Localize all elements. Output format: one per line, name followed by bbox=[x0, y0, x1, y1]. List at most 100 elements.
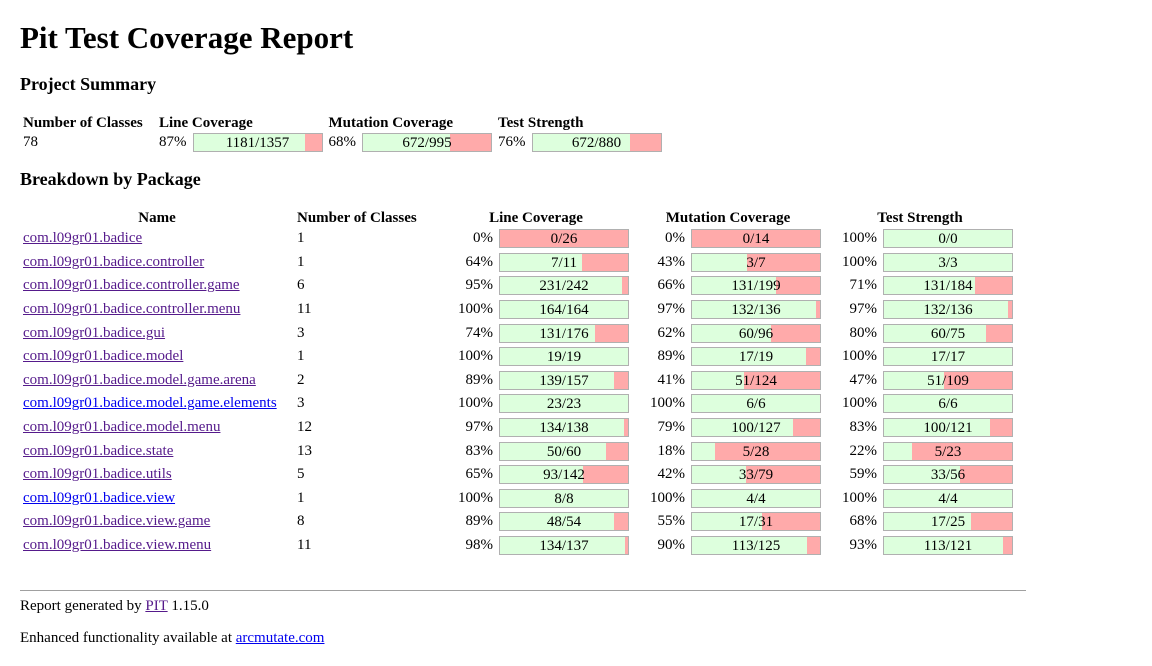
table-row: com.l09gr01.badice.utils 5 65% 93/142 42% 33/… bbox=[20, 463, 1016, 487]
summary-mutation-cell: 672/995 bbox=[359, 132, 495, 153]
strength-coverage-pct: 100% bbox=[842, 253, 877, 270]
summary-line-bar: 1181/1357 bbox=[192, 133, 323, 152]
package-link[interactable]: com.l09gr01.badice.controller.menu bbox=[23, 301, 241, 318]
breakdown-header-mutation: Mutation Coverage bbox=[665, 210, 791, 226]
table-row: com.l09gr01.badice.controller 1 64% 7/11 43%… bbox=[20, 251, 1016, 275]
package-link[interactable]: com.l09gr01.badice.controller bbox=[23, 253, 205, 270]
package-link[interactable]: com.l09gr01.badice bbox=[23, 230, 143, 247]
line-coverage-pct: 100% bbox=[458, 489, 493, 506]
mutation-coverage-text: 17/19 bbox=[738, 349, 774, 366]
package-name-cell: com.l09gr01.badice.model.game.elements bbox=[20, 392, 294, 416]
line-coverage-bar: 48/54 bbox=[499, 512, 629, 532]
bar-covered bbox=[884, 442, 913, 460]
strength-coverage-bar: 131/184 bbox=[883, 276, 1013, 296]
mutation-coverage-bar: 100/127 bbox=[691, 418, 821, 438]
package-name-cell: com.l09gr01.badice.gui bbox=[20, 321, 294, 345]
mutation-coverage-text: 17/31 bbox=[738, 514, 774, 531]
line-coverage-text: 134/137 bbox=[539, 538, 589, 555]
line-coverage-cell: 164/164 bbox=[496, 298, 632, 322]
summary-line-text: 1181/1357 bbox=[225, 135, 290, 151]
package-num-classes: 6 bbox=[297, 277, 305, 294]
line-coverage-text: 23/23 bbox=[546, 396, 582, 413]
mutation-coverage-pct: 66% bbox=[657, 277, 686, 294]
bar-uncovered bbox=[884, 442, 1012, 460]
strength-coverage-cell: 3/3 bbox=[880, 251, 1016, 275]
package-num-classes: 1 bbox=[297, 489, 305, 506]
bar-covered bbox=[692, 442, 716, 460]
bar-covered bbox=[500, 395, 628, 413]
package-link[interactable]: com.l09gr01.badice.model.game.arena bbox=[23, 371, 256, 388]
package-link[interactable]: com.l09gr01.badice.utils bbox=[23, 466, 172, 483]
summary-strength-text: 672/880 bbox=[571, 135, 622, 151]
strength-coverage-cell: 17/25 bbox=[880, 510, 1016, 534]
package-num-classes: 3 bbox=[297, 324, 305, 341]
strength-coverage-text: 3/3 bbox=[938, 254, 958, 271]
summary-strength-cell: 672/880 bbox=[529, 132, 665, 153]
package-num-classes: 13 bbox=[297, 442, 312, 459]
package-link[interactable]: com.l09gr01.badice.view bbox=[23, 489, 176, 506]
breakdown-header-strength: Test Strength bbox=[877, 210, 963, 226]
line-coverage-bar: 93/142 bbox=[499, 465, 629, 485]
bar-covered bbox=[500, 253, 582, 271]
mutation-coverage-cell: 51/124 bbox=[688, 369, 824, 393]
pit-link[interactable]: PIT bbox=[145, 598, 168, 614]
line-coverage-cell: 48/54 bbox=[496, 510, 632, 534]
bar-covered bbox=[500, 301, 628, 319]
package-num-classes: 5 bbox=[297, 466, 305, 483]
mutation-coverage-bar: 0/14 bbox=[691, 229, 821, 249]
bar-covered bbox=[884, 513, 972, 531]
package-link[interactable]: com.l09gr01.badice.view.menu bbox=[23, 537, 212, 554]
strength-coverage-text: 0/0 bbox=[938, 231, 958, 248]
line-coverage-pct: 83% bbox=[465, 442, 494, 459]
strength-coverage-pct: 100% bbox=[842, 230, 877, 247]
bar-covered bbox=[500, 277, 622, 295]
arcmutate-link[interactable]: arcmutate.com bbox=[235, 630, 325, 646]
package-link[interactable]: com.l09gr01.badice.model.game.elements bbox=[23, 395, 277, 412]
mutation-coverage-cell: 6/6 bbox=[688, 392, 824, 416]
package-name-cell: com.l09gr01.badice bbox=[20, 227, 294, 251]
bar-covered bbox=[884, 419, 991, 437]
line-coverage-bar: 131/176 bbox=[499, 323, 629, 343]
package-link[interactable]: com.l09gr01.badice.controller.game bbox=[23, 277, 240, 294]
strength-coverage-pct: 71% bbox=[849, 277, 878, 294]
bar-covered bbox=[884, 371, 945, 389]
mutation-coverage-bar: 17/19 bbox=[691, 347, 821, 367]
mutation-coverage-bar: 5/28 bbox=[691, 441, 821, 461]
bar-covered bbox=[532, 134, 630, 151]
bar-covered bbox=[500, 348, 628, 366]
strength-coverage-pct: 47% bbox=[849, 371, 878, 388]
mutation-coverage-text: 0/14 bbox=[742, 231, 770, 248]
package-num-classes: 11 bbox=[297, 301, 312, 318]
mutation-coverage-cell: 17/19 bbox=[688, 345, 824, 369]
line-coverage-pct: 97% bbox=[465, 419, 494, 436]
package-link[interactable]: com.l09gr01.badice.model bbox=[23, 348, 184, 365]
package-link[interactable]: com.l09gr01.badice.state bbox=[23, 442, 174, 459]
line-coverage-pct: 98% bbox=[465, 537, 494, 554]
package-link[interactable]: com.l09gr01.badice.model.menu bbox=[23, 419, 221, 436]
table-row: com.l09gr01.badice.model.game.arena 2 89% 1… bbox=[20, 369, 1016, 393]
line-coverage-text: 7/11 bbox=[550, 254, 578, 271]
package-link[interactable]: com.l09gr01.badice.view.game bbox=[23, 513, 211, 530]
line-coverage-pct: 100% bbox=[458, 395, 493, 412]
bar-uncovered bbox=[500, 230, 628, 248]
mutation-coverage-pct: 43% bbox=[657, 253, 686, 270]
mutation-coverage-cell: 100/127 bbox=[688, 416, 824, 440]
bar-covered bbox=[884, 489, 1012, 507]
line-coverage-cell: 131/176 bbox=[496, 321, 632, 345]
line-coverage-cell: 23/23 bbox=[496, 392, 632, 416]
mutation-coverage-cell: 4/4 bbox=[688, 487, 824, 511]
strength-coverage-bar: 33/56 bbox=[883, 465, 1013, 485]
bar-covered bbox=[884, 301, 1009, 319]
summary-strength-pct: 76% bbox=[498, 134, 526, 150]
line-coverage-cell: 7/11 bbox=[496, 251, 632, 275]
summary-header-mutation: Mutation Coverage bbox=[328, 115, 454, 131]
strength-coverage-pct: 100% bbox=[842, 489, 877, 506]
line-coverage-cell: 93/142 bbox=[496, 463, 632, 487]
strength-coverage-pct: 80% bbox=[849, 324, 878, 341]
line-coverage-text: 48/54 bbox=[546, 514, 582, 531]
mutation-coverage-bar: 17/31 bbox=[691, 512, 821, 532]
strength-coverage-text: 100/121 bbox=[923, 420, 973, 437]
mutation-coverage-pct: 97% bbox=[657, 301, 686, 318]
package-link[interactable]: com.l09gr01.badice.gui bbox=[23, 324, 166, 341]
line-coverage-text: 19/19 bbox=[546, 349, 582, 366]
